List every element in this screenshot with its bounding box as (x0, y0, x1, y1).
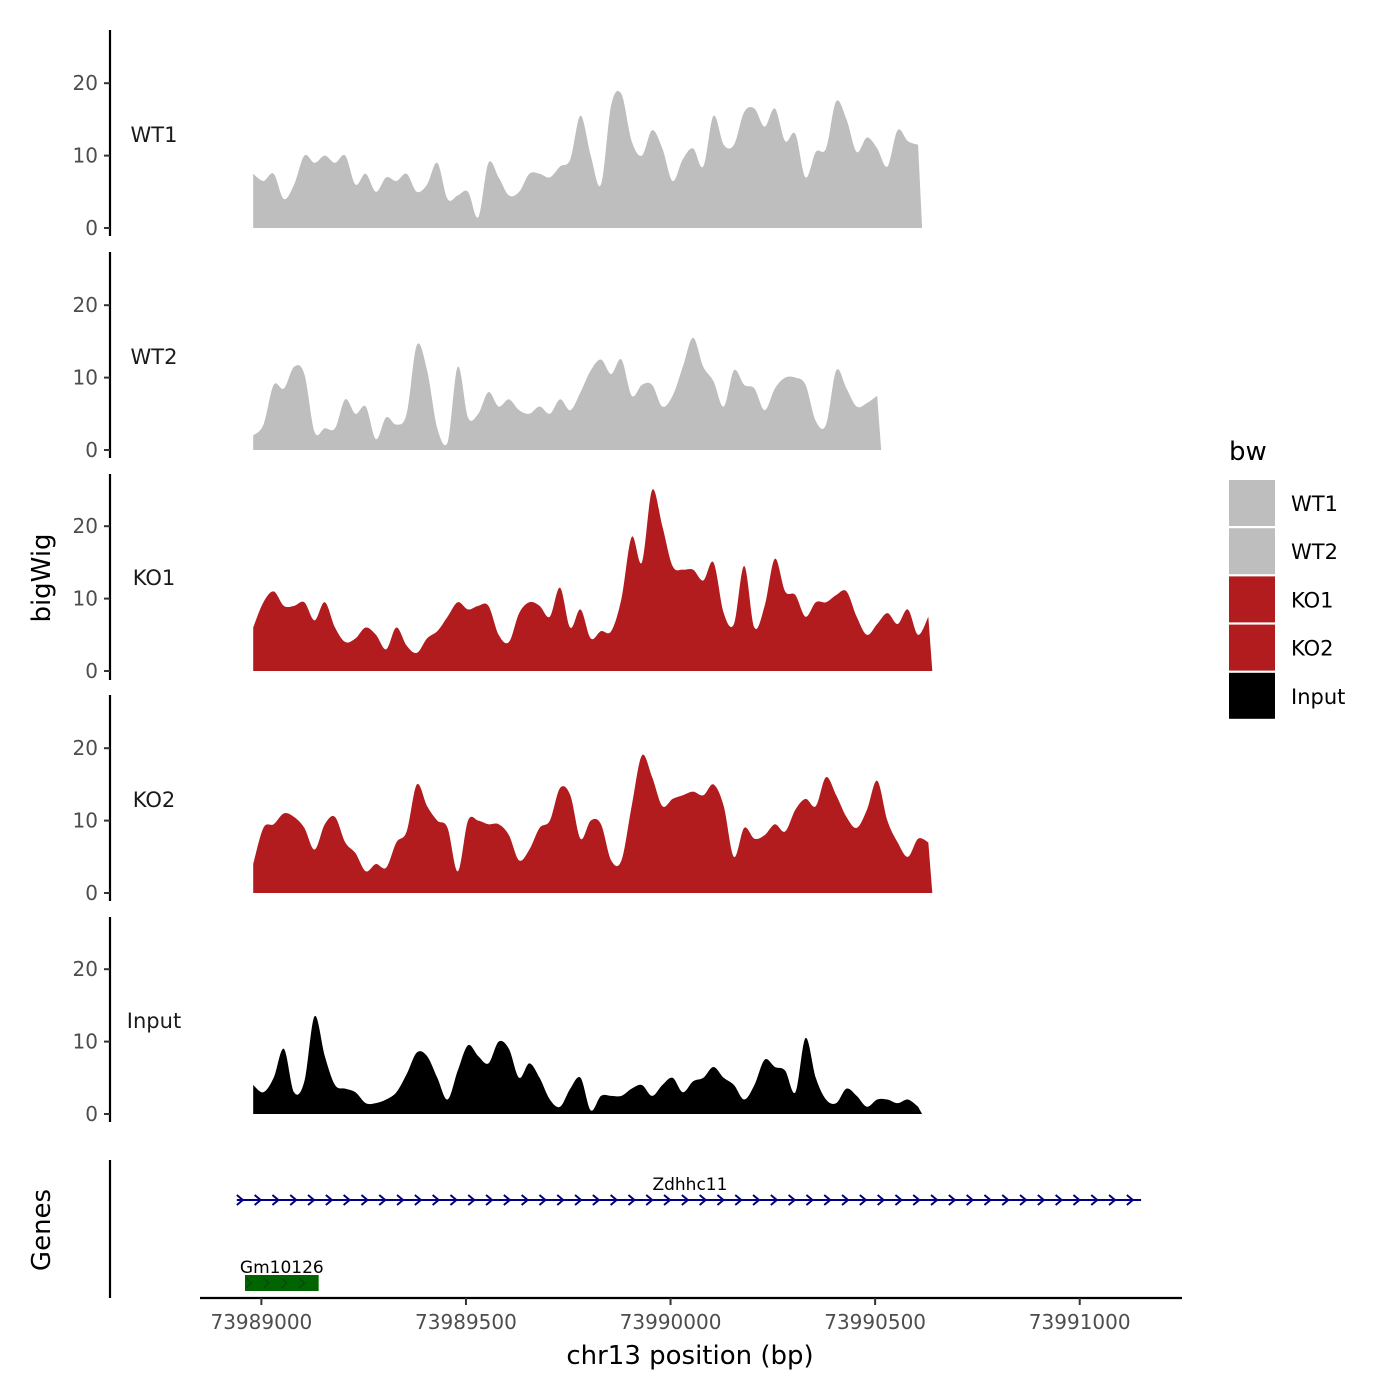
track-ko1: 0 10 20 KO1 (73, 474, 933, 683)
y-tick-label: 10 (73, 587, 98, 611)
gene-label-gm10126: Gm10126 (240, 1258, 324, 1278)
x-tick-label: 73991000 (1029, 1310, 1131, 1334)
y-tick-label: 0 (85, 216, 98, 240)
x-tick-label: 73989500 (415, 1310, 517, 1334)
track-label-ko1: KO1 (133, 566, 176, 590)
y-tick-label: 0 (85, 1102, 98, 1126)
y-tick-label: 0 (85, 881, 98, 905)
legend-key-wt1 (1229, 480, 1275, 526)
genes-panel: Zdhhc11 Gm10126 (108, 1160, 1142, 1298)
y-axis-title: bigWig (27, 533, 57, 622)
track-label-wt1: WT1 (131, 123, 178, 147)
track-input: 0 10 20 Input (73, 917, 923, 1126)
y-tick-label: 20 (73, 293, 98, 317)
track-label-ko2: KO2 (133, 788, 176, 812)
legend-key-ko2 (1229, 624, 1275, 671)
legend: bw WT1 WT2 KO1 KO2 Input (1229, 437, 1345, 719)
x-axis-title: chr13 position (bp) (566, 1341, 813, 1371)
legend-key-input (1229, 672, 1275, 719)
y-tick-label: 10 (73, 144, 98, 168)
area-ko1 (253, 489, 933, 671)
legend-label-wt1: WT1 (1291, 492, 1338, 516)
legend-label-input: Input (1291, 685, 1345, 709)
track-ko2: 0 10 20 KO2 (73, 695, 933, 905)
legend-label-wt2: WT2 (1291, 540, 1338, 564)
track-label-input: Input (127, 1009, 181, 1033)
x-tick-label: 73989000 (210, 1310, 312, 1334)
x-tick-label: 73990000 (620, 1310, 722, 1334)
area-input (253, 1015, 923, 1114)
track-wt2: 0 10 20 WT2 (73, 252, 882, 462)
legend-title: bw (1229, 437, 1267, 467)
y-tick-label: 0 (85, 659, 98, 683)
x-axis: 73989000 73989500 73990000 73990500 73991000 (200, 1296, 1182, 1334)
legend-label-ko2: KO2 (1291, 637, 1334, 661)
y-tick-label: 10 (73, 366, 98, 390)
y-tick-label: 20 (73, 514, 98, 538)
y-tick-label: 10 (73, 1030, 98, 1054)
genes-panel-title: Genes (27, 1189, 57, 1271)
coverage-tracks: 0 10 20 WT1 0 10 20 WT2 0 10 20 KO1 0 10 20 KO2 0 10 20 Inp… (73, 30, 933, 1126)
legend-label-ko1: KO1 (1291, 588, 1334, 612)
y-tick-label: 10 (73, 809, 98, 833)
legend-key-wt2 (1229, 528, 1275, 575)
gene-block-arrows (245, 1277, 306, 1289)
track-label-wt2: WT2 (131, 345, 178, 369)
track-wt1: 0 10 20 WT1 (73, 30, 923, 240)
area-wt1 (253, 90, 923, 228)
gene-label-zdhhc11: Zdhhc11 (652, 1175, 727, 1195)
y-tick-label: 20 (73, 71, 98, 95)
y-tick-label: 20 (73, 957, 98, 981)
area-ko2 (253, 754, 933, 893)
gene-strand-arrows (236, 1194, 1135, 1206)
area-wt2 (253, 337, 882, 450)
x-tick-label: 73990500 (824, 1310, 926, 1334)
y-tick-label: 0 (85, 438, 98, 462)
legend-key-ko1 (1229, 576, 1275, 623)
y-tick-label: 20 (73, 736, 98, 760)
